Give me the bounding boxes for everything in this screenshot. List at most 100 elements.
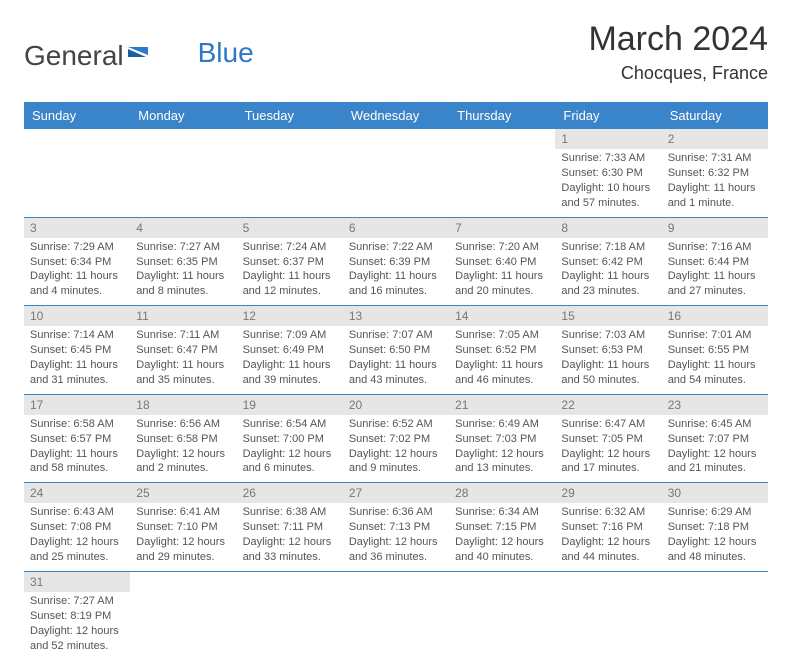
calendar-cell — [130, 129, 236, 217]
day-number: 28 — [449, 483, 555, 503]
calendar-row: 17Sunrise: 6:58 AMSunset: 6:57 PMDayligh… — [24, 394, 768, 483]
day-number: 16 — [662, 306, 768, 326]
day-detail: Sunset: 6:32 PM — [668, 166, 762, 181]
day-detail: Sunrise: 6:54 AM — [243, 417, 337, 432]
day-number: 23 — [662, 395, 768, 415]
day-detail: Sunset: 6:42 PM — [561, 255, 655, 270]
calendar-cell: 25Sunrise: 6:41 AMSunset: 7:10 PMDayligh… — [130, 483, 236, 572]
day-detail: Daylight: 11 hours and 23 minutes. — [561, 269, 655, 299]
day-detail: Daylight: 12 hours and 2 minutes. — [136, 447, 230, 477]
weekday-header: Sunday — [24, 102, 130, 129]
calendar-cell: 27Sunrise: 6:36 AMSunset: 7:13 PMDayligh… — [343, 483, 449, 572]
day-detail: Sunrise: 7:24 AM — [243, 240, 337, 255]
calendar-cell: 2Sunrise: 7:31 AMSunset: 6:32 PMDaylight… — [662, 129, 768, 217]
day-detail: Sunset: 6:53 PM — [561, 343, 655, 358]
calendar-cell — [24, 129, 130, 217]
day-detail: Daylight: 12 hours and 33 minutes. — [243, 535, 337, 565]
day-detail: Sunrise: 6:41 AM — [136, 505, 230, 520]
day-number: 8 — [555, 218, 661, 238]
day-number: 24 — [24, 483, 130, 503]
day-detail: Daylight: 11 hours and 39 minutes. — [243, 358, 337, 388]
day-number: 13 — [343, 306, 449, 326]
day-detail: Sunrise: 7:07 AM — [349, 328, 443, 343]
day-detail: Sunset: 7:08 PM — [30, 520, 124, 535]
day-number — [237, 129, 343, 149]
day-detail: Sunset: 7:13 PM — [349, 520, 443, 535]
calendar-cell: 18Sunrise: 6:56 AMSunset: 6:58 PMDayligh… — [130, 394, 236, 483]
day-detail: Sunrise: 7:31 AM — [668, 151, 762, 166]
day-number: 25 — [130, 483, 236, 503]
calendar-cell: 9Sunrise: 7:16 AMSunset: 6:44 PMDaylight… — [662, 217, 768, 306]
calendar-cell: 21Sunrise: 6:49 AMSunset: 7:03 PMDayligh… — [449, 394, 555, 483]
day-number: 20 — [343, 395, 449, 415]
day-number: 26 — [237, 483, 343, 503]
day-detail: Daylight: 11 hours and 12 minutes. — [243, 269, 337, 299]
weekday-header: Monday — [130, 102, 236, 129]
day-number — [237, 572, 343, 592]
day-detail: Sunrise: 7:09 AM — [243, 328, 337, 343]
day-detail: Daylight: 11 hours and 46 minutes. — [455, 358, 549, 388]
day-number — [449, 572, 555, 592]
day-detail: Sunset: 6:37 PM — [243, 255, 337, 270]
weekday-header: Tuesday — [237, 102, 343, 129]
calendar-cell: 6Sunrise: 7:22 AMSunset: 6:39 PMDaylight… — [343, 217, 449, 306]
day-number — [343, 572, 449, 592]
logo-text-2: Blue — [198, 37, 254, 69]
day-detail: Sunrise: 7:05 AM — [455, 328, 549, 343]
day-detail: Daylight: 11 hours and 54 minutes. — [668, 358, 762, 388]
day-number — [130, 572, 236, 592]
day-detail: Sunrise: 7:14 AM — [30, 328, 124, 343]
weekday-header: Wednesday — [343, 102, 449, 129]
day-detail: Daylight: 11 hours and 16 minutes. — [349, 269, 443, 299]
calendar-row: 31Sunrise: 7:27 AMSunset: 8:19 PMDayligh… — [24, 571, 768, 659]
day-detail: Daylight: 12 hours and 36 minutes. — [349, 535, 443, 565]
day-detail: Sunrise: 7:22 AM — [349, 240, 443, 255]
calendar-cell: 12Sunrise: 7:09 AMSunset: 6:49 PMDayligh… — [237, 306, 343, 395]
day-detail: Sunrise: 7:33 AM — [561, 151, 655, 166]
day-detail: Sunset: 6:34 PM — [30, 255, 124, 270]
day-number: 31 — [24, 572, 130, 592]
day-number: 11 — [130, 306, 236, 326]
day-number: 17 — [24, 395, 130, 415]
day-detail: Sunset: 7:16 PM — [561, 520, 655, 535]
calendar-cell — [343, 129, 449, 217]
day-detail: Sunrise: 6:36 AM — [349, 505, 443, 520]
day-detail: Sunrise: 7:16 AM — [668, 240, 762, 255]
day-detail: Sunset: 7:02 PM — [349, 432, 443, 447]
day-detail: Sunset: 6:58 PM — [136, 432, 230, 447]
day-detail: Daylight: 12 hours and 25 minutes. — [30, 535, 124, 565]
calendar-cell: 26Sunrise: 6:38 AMSunset: 7:11 PMDayligh… — [237, 483, 343, 572]
weekday-header-row: SundayMondayTuesdayWednesdayThursdayFrid… — [24, 102, 768, 129]
day-detail: Sunrise: 7:27 AM — [30, 594, 124, 609]
day-number: 1 — [555, 129, 661, 149]
day-detail: Sunrise: 6:38 AM — [243, 505, 337, 520]
day-number — [662, 572, 768, 592]
calendar-cell — [237, 571, 343, 659]
day-detail: Sunrise: 6:29 AM — [668, 505, 762, 520]
calendar-cell: 24Sunrise: 6:43 AMSunset: 7:08 PMDayligh… — [24, 483, 130, 572]
day-detail: Sunrise: 7:29 AM — [30, 240, 124, 255]
day-number — [343, 129, 449, 149]
day-number: 15 — [555, 306, 661, 326]
day-detail: Sunset: 6:35 PM — [136, 255, 230, 270]
day-detail: Daylight: 12 hours and 48 minutes. — [668, 535, 762, 565]
calendar-row: 3Sunrise: 7:29 AMSunset: 6:34 PMDaylight… — [24, 217, 768, 306]
calendar-cell: 10Sunrise: 7:14 AMSunset: 6:45 PMDayligh… — [24, 306, 130, 395]
day-detail: Sunrise: 7:03 AM — [561, 328, 655, 343]
day-number — [24, 129, 130, 149]
day-detail: Sunrise: 6:49 AM — [455, 417, 549, 432]
day-number: 30 — [662, 483, 768, 503]
calendar-cell: 5Sunrise: 7:24 AMSunset: 6:37 PMDaylight… — [237, 217, 343, 306]
day-detail: Sunset: 6:55 PM — [668, 343, 762, 358]
weekday-header: Thursday — [449, 102, 555, 129]
calendar-cell: 8Sunrise: 7:18 AMSunset: 6:42 PMDaylight… — [555, 217, 661, 306]
day-detail: Sunrise: 6:47 AM — [561, 417, 655, 432]
calendar-cell: 11Sunrise: 7:11 AMSunset: 6:47 PMDayligh… — [130, 306, 236, 395]
calendar-table: SundayMondayTuesdayWednesdayThursdayFrid… — [24, 102, 768, 659]
day-detail: Sunrise: 6:52 AM — [349, 417, 443, 432]
day-number: 12 — [237, 306, 343, 326]
day-detail: Daylight: 11 hours and 50 minutes. — [561, 358, 655, 388]
day-number: 10 — [24, 306, 130, 326]
day-detail: Daylight: 12 hours and 17 minutes. — [561, 447, 655, 477]
day-number: 19 — [237, 395, 343, 415]
